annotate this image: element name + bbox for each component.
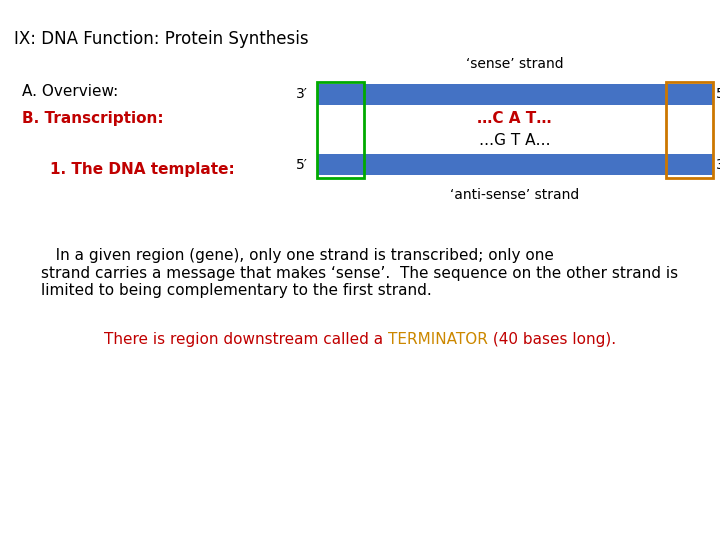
Text: ‘sense’ strand: ‘sense’ strand (466, 57, 564, 71)
Text: 3′: 3′ (297, 87, 308, 102)
Text: IX: DNA Function: Protein Synthesis: IX: DNA Function: Protein Synthesis (14, 30, 309, 48)
Text: …C A T…: …C A T… (477, 111, 552, 126)
Text: 1. The DNA template:: 1. The DNA template: (50, 162, 235, 177)
Text: In a given region (gene), only one strand is transcribed; only one
strand carrie: In a given region (gene), only one stran… (42, 248, 678, 298)
Text: (40 bases long).: (40 bases long). (488, 332, 616, 347)
Text: There is region downstream called a: There is region downstream called a (104, 332, 388, 347)
Text: 5′: 5′ (297, 158, 308, 172)
Text: TERMINATOR: TERMINATOR (388, 332, 488, 347)
Text: ‘anti-sense’ strand: ‘anti-sense’ strand (450, 188, 580, 202)
Text: 3′: 3′ (716, 158, 720, 172)
Text: …G T A…: …G T A… (479, 133, 551, 148)
Text: 5′: 5′ (716, 87, 720, 102)
Text: B. Transcription:: B. Transcription: (22, 111, 163, 126)
Text: A. Overview:: A. Overview: (22, 84, 118, 99)
